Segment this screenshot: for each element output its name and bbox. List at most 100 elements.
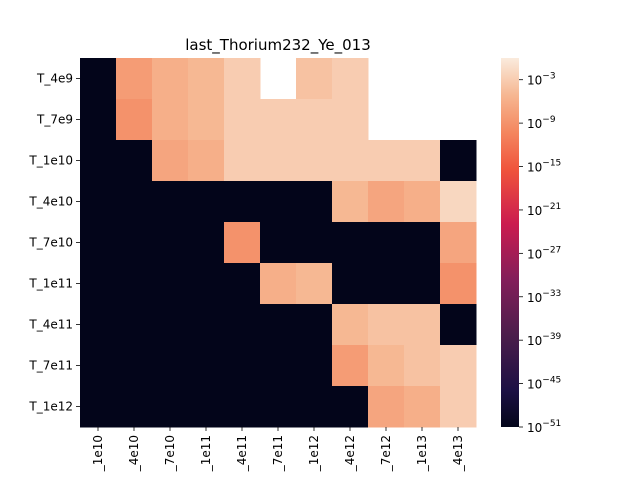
heatmap-cell	[260, 263, 297, 305]
heatmap-cell	[260, 140, 297, 182]
heatmap-cell	[296, 181, 333, 223]
heatmap-cell	[368, 181, 405, 223]
y-tick-label: T_7e11	[28, 359, 73, 373]
heatmap-cell	[188, 222, 225, 264]
y-tick-label: T_1e11	[28, 277, 73, 291]
heatmap-cell	[152, 345, 189, 387]
heatmap-cell	[332, 99, 369, 141]
y-tick-label: T_7e9	[36, 113, 73, 127]
heatmap-cell	[332, 345, 369, 387]
colorbar-tick-label: 10−27	[527, 245, 561, 261]
x-tick-label: _7e10	[163, 435, 177, 472]
heatmap-cell	[224, 58, 261, 100]
heatmap-cell	[152, 181, 189, 223]
heatmap-cell	[296, 140, 333, 182]
heatmap-cell	[80, 181, 117, 223]
heatmap-cell	[368, 263, 405, 305]
x-tick-label: _1e12	[307, 435, 321, 472]
heatmap-cell	[188, 263, 225, 305]
colorbar-tick-label: 10−21	[527, 202, 561, 218]
colorbar-tick-label: 10−39	[527, 332, 562, 348]
y-axis: T_4e9 T_7e9 T_1e10 T_4e10 T_7e10 T_1e11 T_4e11…	[28, 72, 80, 414]
heatmap-cell	[116, 58, 153, 100]
heatmap-cell	[332, 58, 369, 100]
heatmap-cell	[188, 140, 225, 182]
heatmap-cell	[152, 386, 189, 428]
heatmap-cell	[80, 304, 117, 346]
x-tick-label: _1e10	[91, 435, 105, 472]
colorbar: 10−3 10−9 10−15 10−21 10−27 10−33 10−39 10−45 10…	[501, 58, 562, 435]
heatmap-cell	[368, 386, 405, 428]
heatmap-cell	[260, 304, 297, 346]
x-tick-label: _7e12	[379, 435, 393, 472]
heatmap-cell	[116, 140, 153, 182]
heatmap-cell	[80, 345, 117, 387]
heatmap-cell	[404, 263, 441, 305]
heatmap-cell	[260, 386, 297, 428]
colorbar-gradient	[501, 58, 519, 427]
y-tick-label: T_7e10	[28, 236, 73, 250]
x-axis: _1e10 _4e10 _7e10 _1e11 _4e11 _7e11 _1e12 _4e12…	[91, 427, 465, 472]
heatmap-cell	[80, 140, 117, 182]
heatmap-cell	[116, 386, 153, 428]
heatmap-cell	[224, 99, 261, 141]
heatmap-cell	[224, 140, 261, 182]
heatmap-cell	[260, 99, 297, 141]
heatmap-cell	[368, 345, 405, 387]
heatmap-cell	[440, 140, 477, 182]
heatmap-cell	[332, 181, 369, 223]
heatmap-cell	[116, 99, 153, 141]
heatmap-cell	[224, 386, 261, 428]
heatmap-cell	[224, 222, 261, 264]
heatmap-cell	[332, 304, 369, 346]
heatmap-cell	[332, 222, 369, 264]
heatmap-cell	[296, 99, 333, 141]
y-tick-label: T_1e10	[28, 154, 73, 168]
heatmap-cell	[80, 58, 117, 100]
heatmap-cell	[260, 181, 297, 223]
heatmap-cell	[188, 345, 225, 387]
heatmap-cell	[404, 386, 441, 428]
heatmap-cell	[224, 263, 261, 305]
heatmap-cell	[188, 304, 225, 346]
x-tick-label: _4e11	[235, 435, 249, 472]
heatmap-cell	[224, 181, 261, 223]
heatmap-cell	[116, 181, 153, 223]
colorbar-tick-label: 10−9	[527, 115, 556, 131]
heatmap-cell	[404, 181, 441, 223]
heatmap-cells	[80, 58, 477, 428]
heatmap-cell	[404, 345, 441, 387]
colorbar-tick-label: 10−3	[527, 72, 556, 88]
heatmap-cell	[368, 304, 405, 346]
colorbar-tick-label: 10−45	[527, 376, 561, 392]
heatmap-cell	[116, 222, 153, 264]
heatmap-cell	[440, 304, 477, 346]
heatmap-cell	[296, 345, 333, 387]
x-tick-label: _4e13	[451, 435, 465, 472]
heatmap-cell	[152, 263, 189, 305]
heatmap-cell	[404, 304, 441, 346]
heatmap-cell	[440, 181, 477, 223]
heatmap-cell	[188, 99, 225, 141]
heatmap-cell	[332, 263, 369, 305]
x-tick-label: _7e11	[271, 435, 285, 472]
heatmap-cell	[296, 263, 333, 305]
heatmap-cell	[116, 263, 153, 305]
heatmap-cell	[116, 304, 153, 346]
heatmap-cell	[296, 386, 333, 428]
heatmap-cell	[404, 140, 441, 182]
y-tick-label: T_1e12	[28, 400, 73, 414]
y-tick-label: T_4e11	[28, 318, 73, 332]
x-tick-label: _1e13	[415, 435, 429, 472]
x-tick-label: _4e12	[343, 435, 357, 472]
heatmap-cell	[440, 345, 477, 387]
colorbar-tick-label: 10−51	[527, 419, 561, 435]
x-tick-label: _1e11	[199, 435, 213, 472]
heatmap-cell	[368, 222, 405, 264]
heatmap-cell	[296, 58, 333, 100]
heatmap-cell	[188, 58, 225, 100]
heatmap-cell	[80, 263, 117, 305]
heatmap-cell	[296, 304, 333, 346]
colorbar-tick-label: 10−33	[527, 289, 561, 305]
